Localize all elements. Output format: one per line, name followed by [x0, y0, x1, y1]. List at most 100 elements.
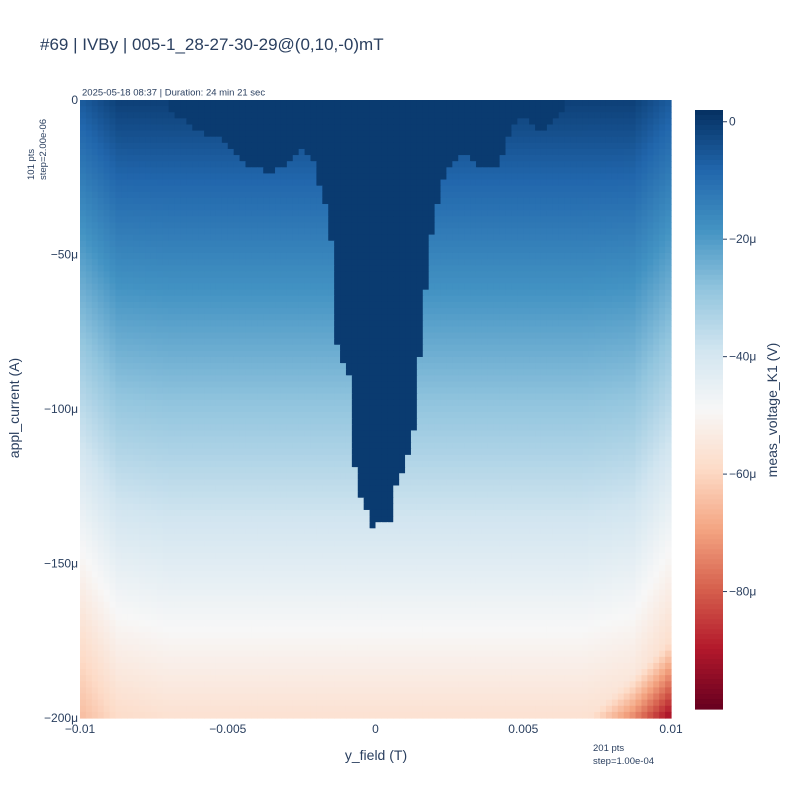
- heatmap-cell: [635, 167, 643, 175]
- heatmap-cell: [310, 363, 317, 370]
- heatmap-cell: [540, 142, 548, 150]
- heatmap-cell: [564, 356, 572, 364]
- heatmap-cell: [286, 289, 294, 297]
- heatmap-cell: [257, 112, 264, 119]
- heatmap-cell: [168, 252, 176, 260]
- heatmap-cell: [162, 369, 170, 376]
- heatmap-cell: [665, 179, 672, 187]
- heatmap-cell: [659, 271, 666, 279]
- heatmap-cell: [103, 308, 111, 315]
- heatmap-cell: [505, 320, 513, 327]
- heatmap-cell: [340, 399, 347, 407]
- heatmap-cell: [168, 271, 176, 279]
- heatmap-cell: [529, 148, 536, 156]
- heatmap-cell: [600, 191, 607, 199]
- heatmap-cell: [464, 228, 471, 236]
- heatmap-cell: [594, 222, 601, 230]
- heatmap-cell: [97, 350, 105, 358]
- heatmap-cell: [653, 252, 660, 260]
- heatmap-cell: [653, 246, 660, 254]
- heatmap-cell: [198, 338, 205, 346]
- heatmap-cell: [227, 289, 235, 297]
- heatmap-cell: [292, 301, 300, 309]
- heatmap-cell: [357, 173, 365, 181]
- heatmap-cell: [204, 381, 211, 389]
- heatmap-cell: [375, 155, 383, 162]
- heatmap-cell: [653, 167, 660, 175]
- heatmap-cell: [334, 228, 341, 236]
- heatmap-cell: [186, 387, 193, 395]
- heatmap-cell: [600, 210, 607, 217]
- heatmap-cell: [133, 222, 140, 230]
- heatmap-cell: [369, 369, 377, 376]
- heatmap-cell: [487, 381, 495, 389]
- heatmap-cell: [239, 375, 247, 383]
- heatmap-cell: [251, 369, 258, 376]
- heatmap-cell: [552, 136, 560, 144]
- heatmap-cell: [245, 112, 252, 119]
- heatmap-cell: [351, 344, 359, 352]
- heatmap-cell: [292, 271, 300, 279]
- heatmap-cell: [452, 314, 459, 321]
- heatmap-cell: [204, 173, 211, 181]
- heatmap-cell: [535, 173, 542, 181]
- heatmap-cell: [475, 130, 483, 138]
- heatmap-cell: [204, 314, 211, 321]
- heatmap-cell: [511, 246, 518, 254]
- heatmap-cell: [523, 228, 530, 236]
- heatmap-cell: [629, 155, 637, 162]
- heatmap-cell: [493, 283, 501, 291]
- heatmap-cell: [552, 148, 560, 156]
- heatmap-cell: [440, 185, 448, 193]
- heatmap-cell: [80, 314, 87, 321]
- heatmap-cell: [80, 363, 87, 370]
- heatmap-cell: [434, 246, 442, 254]
- heatmap-cell: [546, 228, 554, 236]
- heatmap-cell: [387, 369, 394, 376]
- heatmap-cell: [245, 265, 252, 272]
- heatmap-cell: [156, 142, 164, 150]
- heatmap-cell: [529, 161, 536, 168]
- heatmap-cell: [139, 246, 146, 254]
- heatmap-cell: [233, 240, 241, 248]
- heatmap-cell: [215, 124, 223, 132]
- heatmap-cell: [546, 240, 554, 248]
- heatmap-cell: [470, 130, 477, 138]
- heatmap-cell: [328, 240, 335, 248]
- heatmap-cell: [186, 173, 193, 181]
- heatmap-cell: [487, 118, 495, 126]
- heatmap-cell: [85, 173, 93, 181]
- heatmap-cell: [139, 222, 146, 230]
- heatmap-cell: [109, 216, 117, 223]
- heatmap-cell: [422, 363, 430, 370]
- heatmap-cell: [109, 350, 117, 358]
- heatmap-cell: [582, 283, 589, 291]
- heatmap-cell: [369, 155, 377, 162]
- heatmap-cell: [416, 283, 424, 291]
- heatmap-cell: [505, 265, 513, 272]
- heatmap-cell: [558, 393, 566, 401]
- heatmap-cell: [298, 222, 306, 230]
- heatmap-cell: [210, 350, 217, 358]
- heatmap-cell: [192, 240, 199, 248]
- heatmap-cell: [611, 381, 619, 389]
- heatmap-cell: [594, 259, 601, 266]
- heatmap-cell: [623, 320, 631, 327]
- heatmap-cell: [198, 320, 205, 327]
- heatmap-cell: [245, 295, 252, 303]
- heatmap-cell: [605, 314, 613, 321]
- heatmap-cell: [85, 142, 93, 150]
- heatmap-cell: [405, 204, 412, 211]
- heatmap-cell: [115, 246, 122, 254]
- heatmap-cell: [145, 295, 152, 303]
- heatmap-cell: [387, 252, 394, 260]
- heatmap-cell: [635, 161, 643, 168]
- heatmap-cell: [127, 136, 134, 144]
- heatmap-cell: [475, 222, 483, 230]
- heatmap-cell: [127, 344, 134, 352]
- heatmap-cell: [540, 369, 548, 376]
- heatmap-cell: [145, 185, 152, 193]
- heatmap-cell: [665, 387, 672, 395]
- heatmap-cell: [499, 197, 507, 205]
- heatmap-cell: [405, 216, 412, 223]
